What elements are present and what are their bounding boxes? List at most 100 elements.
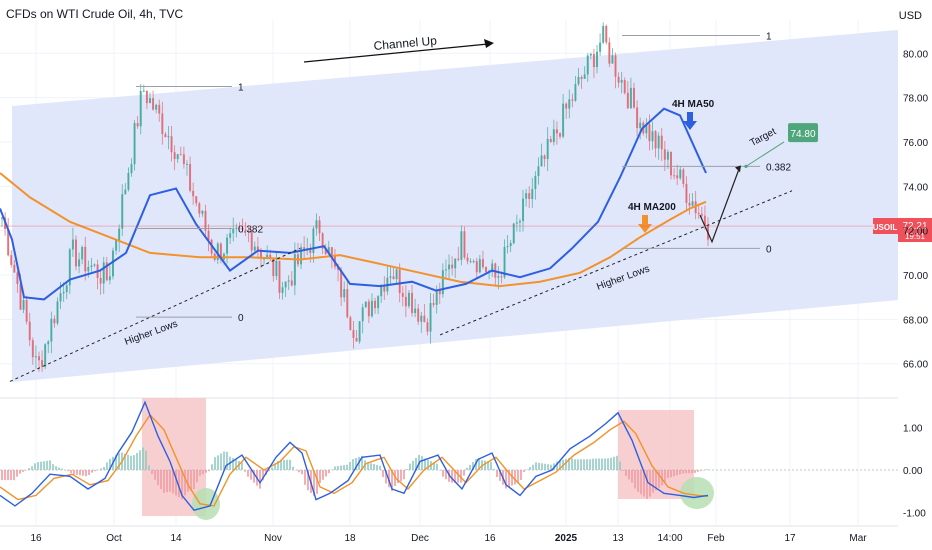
- candle-body: [478, 259, 481, 273]
- candle-body: [1, 217, 3, 219]
- osc-histogram-bar: [292, 466, 294, 470]
- osc-histogram-bar: [457, 469, 459, 483]
- osc-histogram-bar: [13, 469, 15, 481]
- osc-histogram-bar: [76, 469, 78, 475]
- fib-label-3: 1: [766, 32, 772, 43]
- candle-body: [324, 248, 327, 254]
- candle-body: [93, 264, 96, 266]
- candle-body: [164, 134, 167, 138]
- candle-body: [611, 55, 614, 64]
- osc-histogram-bar: [235, 459, 237, 470]
- candle-body: [115, 240, 118, 251]
- candle-body: [111, 250, 114, 277]
- currency-label: USD: [898, 10, 922, 22]
- osc-histogram-bar: [661, 469, 663, 486]
- osc-histogram-bar: [175, 469, 177, 496]
- osc-histogram-bar: [58, 467, 60, 470]
- candle-body: [583, 74, 586, 79]
- candle-body: [275, 260, 278, 277]
- osc-histogram-bar: [352, 459, 354, 470]
- candle-body: [398, 269, 401, 294]
- candle-body: [429, 303, 432, 332]
- candle-body: [497, 276, 500, 278]
- osc-histogram-bar: [646, 469, 648, 500]
- y-tick-label-5: 76.00: [903, 138, 928, 149]
- ma200-arrow-shaft: [642, 215, 648, 224]
- osc-histogram-bar: [1, 469, 3, 481]
- price-badge-value: 72.21: [902, 221, 927, 232]
- candle-body: [189, 163, 192, 191]
- candle-body: [219, 243, 222, 260]
- candle-body: [78, 259, 81, 267]
- candle-body: [404, 296, 407, 307]
- osc-highlight-green-2: [680, 477, 714, 509]
- osc-histogram-bar: [163, 469, 165, 493]
- x-tick-label-5: Dec: [411, 533, 429, 544]
- osc-histogram-bar: [199, 469, 201, 476]
- osc-histogram-bar: [181, 469, 183, 500]
- osc-signal-line: [0, 413, 709, 507]
- candle-body: [374, 300, 377, 309]
- osc-histogram-bar: [343, 465, 345, 470]
- osc-histogram-bar: [607, 458, 609, 470]
- candle-body: [232, 228, 235, 234]
- candle-body: [438, 289, 441, 295]
- osc-histogram-bar: [190, 469, 192, 491]
- osc-histogram-bar: [637, 469, 639, 492]
- osc-histogram-bar: [598, 458, 600, 470]
- candle-body: [139, 90, 142, 127]
- candle-body: [703, 215, 706, 226]
- osc-histogram-bar: [493, 468, 495, 470]
- osc-histogram-bar: [412, 460, 414, 470]
- candle-body: [259, 250, 262, 260]
- candle-body: [444, 269, 447, 271]
- candle-body: [648, 124, 651, 142]
- osc-histogram-bar: [154, 469, 156, 480]
- osc-histogram-bar: [406, 468, 408, 470]
- osc-histogram-bar: [667, 469, 669, 479]
- candle-body: [537, 166, 540, 176]
- osc-histogram-bar: [253, 469, 255, 483]
- candle-body: [506, 246, 509, 248]
- candle-body: [118, 228, 121, 241]
- x-tick-label-0: 16: [30, 533, 42, 544]
- osc-histogram-bar: [514, 469, 516, 485]
- candle-body: [13, 264, 16, 273]
- osc-histogram-bar: [277, 461, 279, 470]
- candle-body: [454, 258, 457, 269]
- candle-body: [71, 239, 74, 250]
- candle-body: [142, 90, 145, 92]
- osc-histogram-bar: [349, 462, 351, 470]
- candle-body: [81, 246, 84, 260]
- candle-body: [352, 330, 355, 338]
- osc-histogram-bar: [34, 463, 36, 470]
- candle-body: [633, 87, 636, 108]
- osc-histogram-bar: [4, 469, 6, 481]
- candle-body: [503, 247, 506, 278]
- candle-body: [392, 276, 395, 280]
- candle-body: [37, 356, 40, 361]
- candle-body: [87, 267, 90, 272]
- candle-body: [327, 247, 330, 254]
- candle-body: [515, 222, 518, 224]
- osc-histogram-bar: [205, 469, 207, 473]
- ma50-arrow-shaft: [687, 112, 693, 121]
- osc-histogram-bar: [532, 464, 534, 470]
- osc-histogram-bar: [115, 454, 117, 470]
- osc-histogram-bar: [133, 455, 135, 470]
- ma200-label: 4H MA200: [628, 202, 676, 213]
- y-tick-label-7: 80.00: [903, 49, 928, 60]
- candle-body: [417, 308, 420, 322]
- candle-body: [605, 25, 608, 43]
- osc-histogram-bar: [706, 469, 708, 470]
- candle-body: [383, 284, 386, 292]
- y-tick-label-3: 72.00: [903, 227, 928, 238]
- candle-body: [620, 79, 623, 83]
- candle-body: [173, 152, 176, 160]
- candle-body: [432, 303, 435, 305]
- osc-histogram-bar: [583, 459, 585, 470]
- candle-body: [50, 318, 53, 342]
- osc-histogram-bar: [280, 459, 282, 470]
- osc-histogram-bar: [577, 459, 579, 470]
- candle-body: [435, 289, 438, 305]
